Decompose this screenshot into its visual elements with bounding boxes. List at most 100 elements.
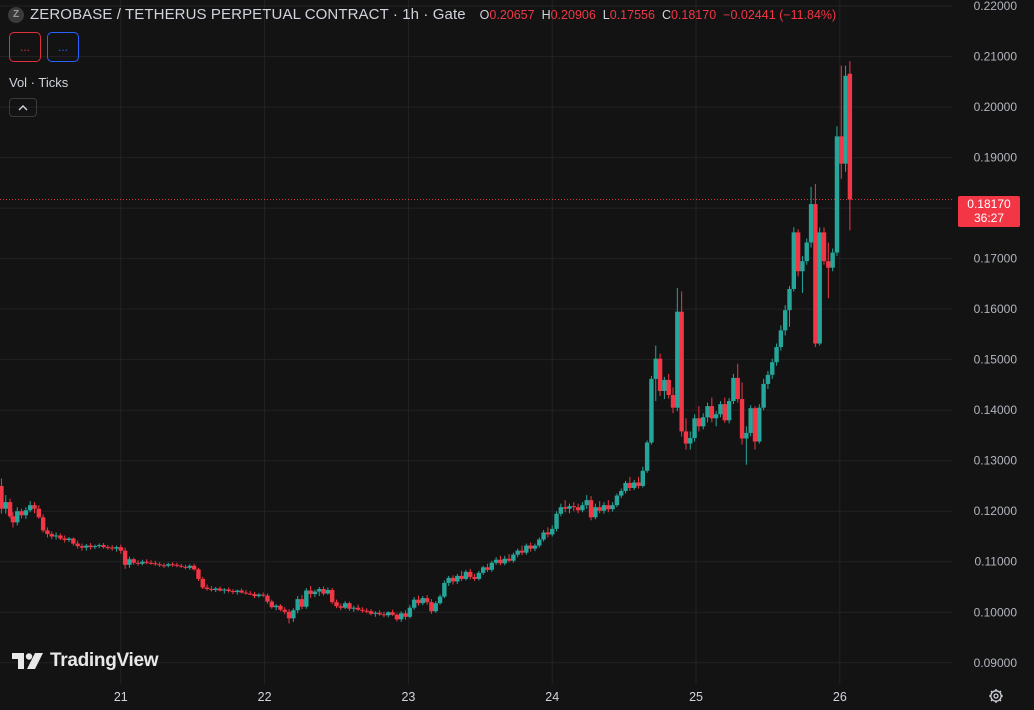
candle-body [252,594,257,597]
candle-down [252,592,257,599]
candle-body [847,73,853,200]
candle-down [390,609,395,616]
candle-body [304,590,309,607]
candle-down [627,476,633,492]
candle-down [239,588,244,594]
candle-down [739,382,745,445]
candle-body [774,347,779,363]
candle-down [657,353,663,397]
candle-body [196,569,201,579]
candle-down [334,599,339,609]
tradingview-logo[interactable]: TradingView [12,650,159,672]
buy-button[interactable]: ... [47,32,79,62]
candle-body [239,590,244,593]
candle-up [97,543,102,549]
candle-down [424,595,430,605]
candle-body [222,589,227,591]
candle-down [468,568,473,580]
candle-down [157,562,162,567]
candle-up [480,565,486,575]
settings-gear-icon[interactable] [988,688,1004,704]
candle-body [476,572,482,579]
candle-body [593,507,598,518]
candles [0,61,853,624]
candle-up [601,502,607,514]
candle-body [506,558,512,561]
candle-body [183,566,188,568]
symbol-title[interactable]: ZEROBASE / TETHERUS PERPETUAL CONTRACT ·… [30,6,466,23]
candle-down [562,500,568,513]
candle-body [636,482,641,486]
sell-button[interactable]: ... [9,32,41,62]
candle-down [735,363,740,403]
candle-body [683,431,689,444]
candle-body [588,500,594,518]
candle-down [450,575,456,585]
candle-body [84,545,89,548]
candle-up [187,564,193,570]
candle-up [66,536,72,543]
candle-up [800,256,805,293]
candle-body [7,502,13,517]
candle-down [49,531,54,540]
candle-body [562,507,568,509]
candle-down [839,65,844,179]
price-tick-label: 0.11000 [975,555,1018,569]
candle-down [329,588,335,605]
price-tick-label: 0.22000 [974,0,1018,13]
collapse-legend-button[interactable] [9,98,37,117]
close-value: 0.18170 [670,7,717,22]
candle-body [403,613,408,617]
candle-up [235,589,240,595]
candle-body [178,565,184,567]
candle-body [765,374,771,384]
price-axis[interactable]: 0.220000.210000.200000.190000.180000.170… [974,0,1018,670]
candle-up [532,543,538,552]
price-tick-label: 0.09000 [974,656,1018,670]
candle-body [502,558,507,564]
candle-up [649,375,654,445]
candle-body [27,505,33,511]
candle-body [10,516,16,523]
tradingview-logo-icon [12,653,43,669]
candle-body [49,533,54,537]
candle-up [23,507,29,519]
candle-up [256,593,262,598]
candle-down [636,476,641,489]
candle-down [381,611,387,618]
price-tick-label: 0.17000 [974,252,1018,266]
candle-body [118,547,123,551]
candle-body [739,399,745,439]
symbol-logo-icon[interactable]: Z [8,6,24,23]
candle-body [308,590,313,595]
open-label: O [479,7,490,22]
candle-body [321,589,326,594]
candle-body [782,310,788,331]
candle-down [308,585,313,599]
time-axis[interactable]: 21 22 23 24 25 26 [114,690,847,704]
candle-up [15,507,20,526]
candle-body [364,610,369,612]
candle-down [826,242,831,299]
candle-body [705,406,710,418]
candle-body [381,614,387,616]
candle-body [437,596,443,604]
candle-up [843,65,848,172]
candle-body [580,505,585,511]
candle-down [795,229,801,277]
candle-body [424,598,430,603]
candle-body [260,594,266,596]
ohlc-legend: O0.20657 H0.20906 L0.17556 C0.18170 −0.0… [480,8,837,22]
candle-up [420,596,425,606]
candle-body [299,599,305,607]
candle-body [122,550,128,565]
candle-body [235,590,240,593]
candle-body [433,603,438,612]
candle-up [567,503,572,514]
candle-down [403,610,408,620]
candle-down [597,501,602,514]
candle-down [75,540,80,549]
candle-body [644,442,650,471]
volume-indicator-label[interactable]: Vol · Ticks [9,75,69,90]
